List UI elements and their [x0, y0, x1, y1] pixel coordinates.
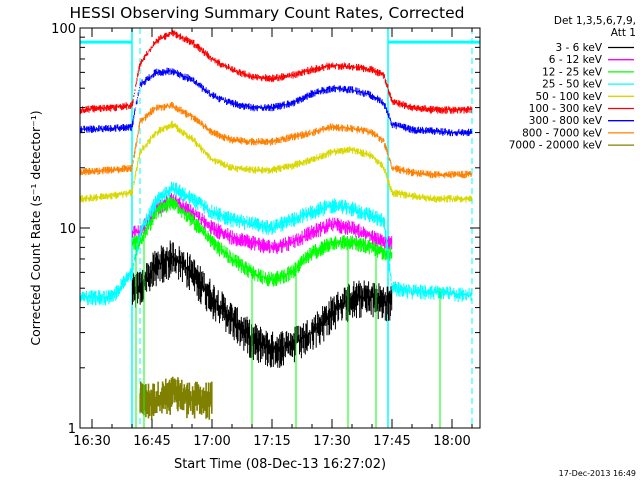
legend-entry-7: 800 - 7000 keV: [522, 127, 603, 139]
x-axis-label: Start Time (08-Dec-13 16:27:02): [174, 457, 386, 472]
series-band-8: [139, 376, 213, 420]
series-band-2: [132, 196, 393, 287]
legend-header-0: Det 1,3,5,6,7,9,: [554, 15, 636, 27]
plot-area: [79, 28, 480, 428]
y-axis-label: Corrected Count Rate (s⁻¹ detector⁻¹): [28, 110, 43, 345]
x-tick-label-1: 16:45: [133, 434, 170, 449]
legend-entry-5: 100 - 300 keV: [529, 103, 603, 115]
legend-entry-0: 3 - 6 keV: [555, 42, 602, 54]
y-tick-label-2: 100: [51, 22, 76, 37]
axes: 16:30 16:45 17:00 17:15 17:30 17:45 18:00 1 10 10…: [51, 22, 481, 449]
series-trace-0: [132, 240, 393, 368]
series-trace-7: [79, 101, 473, 179]
series-trace-8: [139, 376, 213, 420]
x-tick-label-4: 17:30: [313, 434, 350, 449]
series-band-0: [132, 240, 393, 368]
x-tick-label-2: 17:00: [193, 434, 230, 449]
x-tick-label-0: 16:30: [73, 434, 110, 449]
legend-entry-6: 300 - 800 keV: [529, 115, 603, 127]
footer-date: 17-Dec-2013 16:49: [559, 469, 636, 478]
x-tick-label-3: 17:15: [253, 434, 290, 449]
y-tick-label-1: 10: [59, 222, 76, 237]
y-tick-label-0: 1: [68, 422, 76, 437]
legend-entry-4: 50 - 100 keV: [535, 91, 602, 103]
legend-header-1: Att 1: [611, 27, 636, 39]
x-tick-label-6: 18:00: [433, 434, 470, 449]
legend-entry-3: 25 - 50 keV: [542, 79, 603, 91]
x-tick-label-5: 17:45: [373, 434, 410, 449]
chart-title: HESSI Observing Summary Count Rates, Cor…: [70, 4, 465, 22]
legend-entry-8: 7000 - 20000 keV: [509, 140, 603, 152]
legend-entry-1: 6 - 12 keV: [549, 54, 603, 66]
series-band-7: [79, 101, 473, 179]
legend-entry-2: 12 - 25 keV: [542, 66, 603, 78]
series-trace-2: [132, 196, 393, 287]
